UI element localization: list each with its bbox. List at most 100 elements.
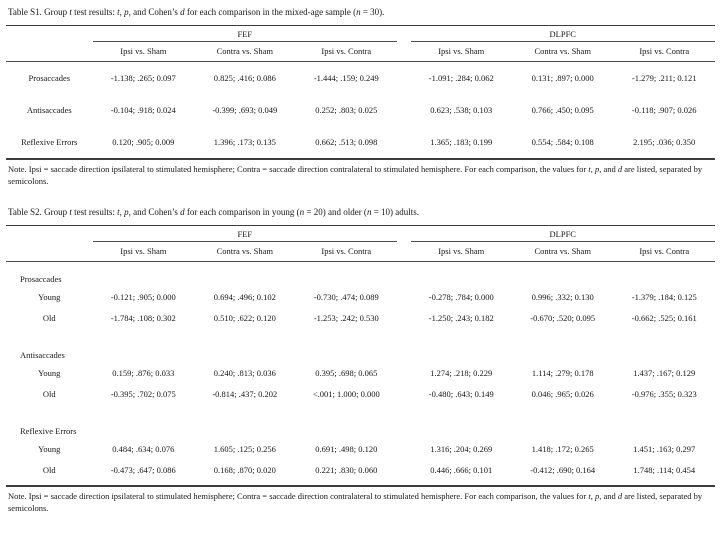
- condition-group-label: Antisaccades: [20, 349, 65, 360]
- data-cell: -1.279; .211; 0.121: [631, 73, 697, 83]
- text-segment: t: [117, 206, 120, 217]
- text-segment: = 20) and older (: [304, 206, 367, 217]
- column-spacer: [397, 94, 410, 126]
- data-cell: -0.104; .918; 0.024: [110, 105, 176, 115]
- data-cell: -1.444; .159; 0.249: [313, 73, 379, 83]
- data-cell: -0.976; .355; 0.323: [631, 388, 697, 399]
- column-header: Ipsi vs. Sham: [410, 41, 512, 62]
- data-cell: 0.662; .513; 0.098: [315, 137, 378, 147]
- empty-header-cell: [6, 225, 93, 241]
- data-cell: 0.694; .496; 0.102: [213, 291, 276, 302]
- column-header: Ipsi vs. Contra: [295, 41, 398, 62]
- data-cell: 0.120; .905; 0.009: [112, 137, 175, 147]
- text-segment: t: [69, 206, 72, 217]
- text-segment: t: [588, 490, 591, 501]
- text-segment: , and: [599, 164, 618, 174]
- data-cell: 1.437; .167; 0.129: [633, 367, 696, 378]
- column-group-fef: FEF: [92, 225, 398, 242]
- data-cell: -1.250; .243; 0.182: [428, 312, 494, 323]
- table-s1-section: Table S1. Group t test results: t, p, an…: [6, 7, 715, 188]
- column-group-dlpfc: DLPFC: [410, 25, 715, 42]
- data-cell: 1.396; .173; 0.135: [213, 137, 276, 147]
- data-cell: 1.114; .279; 0.178: [531, 367, 594, 378]
- table-row: Antisaccades: [6, 329, 715, 363]
- row-label: Old: [42, 312, 56, 323]
- condition-group-label: Prosaccades: [20, 273, 62, 284]
- text-segment: ,: [590, 164, 595, 174]
- text-segment: are listed, separated by semicolons.: [8, 490, 703, 513]
- table-s1-header: FEF DLPFC Ipsi vs. Sham Contra vs. Sham …: [6, 25, 715, 62]
- column-spacer: [397, 126, 410, 159]
- data-cell: 1.365; .183; 0.199: [430, 137, 493, 147]
- data-cell: -0.730; .474; 0.089: [313, 291, 379, 302]
- text-segment: t: [117, 7, 120, 17]
- row-label: Young: [38, 291, 61, 302]
- table-row: Young 0.484; .634; 0.076 1.605; .125; 0.25…: [6, 439, 715, 460]
- text-segment: p: [594, 490, 600, 501]
- column-spacer: [397, 62, 410, 95]
- data-cell: 0.554; .584; 0.108: [531, 137, 594, 147]
- data-cell: 0.510; .622; 0.120: [213, 312, 276, 323]
- table-s2-section: Table S2. Group t test results: t, p, an…: [6, 207, 715, 515]
- column-header: Ipsi vs. Sham: [410, 241, 512, 262]
- table-row: Prosaccades: [6, 261, 715, 287]
- column-spacer: [397, 241, 411, 262]
- data-cell: 0.046; .965; 0.026: [531, 388, 594, 399]
- text-segment: , and: [599, 490, 618, 501]
- row-label: Young: [38, 443, 61, 454]
- empty-header-cell: [6, 241, 93, 262]
- data-cell: 0.240; .813; 0.036: [213, 367, 276, 378]
- text-segment: n: [366, 206, 372, 217]
- data-cell: 1.316; .204; 0.269: [430, 443, 493, 454]
- data-cell: -0.412; .690; 0.164: [530, 464, 596, 475]
- text-segment: Note. Ipsi = saccade direction ipsilater…: [8, 490, 589, 501]
- text-segment: test results:: [71, 206, 118, 217]
- data-cell: -1.138; .265; 0.097: [110, 73, 176, 83]
- data-cell: 1.418; .172; 0.265: [531, 443, 594, 454]
- table-s1-title: Table S1. Group t test results: t, p, an…: [8, 7, 715, 18]
- column-spacer: [397, 287, 410, 308]
- data-cell: 0.252; .803; 0.025: [315, 105, 378, 115]
- column-header: Contra vs. Sham: [194, 41, 296, 62]
- data-cell: <.001; 1.000; 0.000: [312, 388, 380, 399]
- text-segment: p: [124, 206, 129, 217]
- table-row: Old -1.784; .108; 0.302 0.510; .622; 0.120…: [6, 308, 715, 329]
- text-segment: n: [356, 7, 361, 17]
- data-cell: -0.395; .702; 0.075: [110, 388, 176, 399]
- text-segment: Table S2. Group: [8, 206, 70, 217]
- group-header-row: FEF DLPFC: [6, 225, 715, 242]
- text-segment: are listed, separated by semicolons.: [8, 164, 703, 187]
- column-header: Ipsi vs. Sham: [92, 41, 195, 62]
- data-cell: 1.748; .114; 0.454: [633, 464, 696, 475]
- data-cell: -1.091; .284; 0.062: [428, 73, 494, 83]
- text-segment: Table S1. Group: [8, 7, 70, 17]
- data-cell: -0.473; .647; 0.086: [110, 464, 176, 475]
- row-label: Old: [42, 464, 56, 475]
- text-segment: , and Cohen’s: [128, 206, 181, 217]
- text-segment: = 10) adults.: [371, 206, 420, 217]
- column-spacer: [397, 384, 410, 405]
- data-cell: -0.662; .525; 0.161: [631, 312, 697, 323]
- column-spacer: [397, 41, 411, 62]
- column-spacer: [397, 363, 410, 384]
- text-segment: n: [299, 206, 305, 217]
- column-group-fef: FEF: [92, 25, 398, 42]
- data-cell: 0.221; .830; 0.060: [315, 464, 378, 475]
- table-s2-note: Note. Ipsi = saccade direction ipsilater…: [8, 490, 715, 515]
- text-segment: for each comparison in the mixed-age sam…: [184, 7, 357, 17]
- table-row: Antisaccades -0.104; .918; 0.024 -0.399; .…: [6, 94, 715, 126]
- row-label: Prosaccades: [28, 73, 71, 83]
- table-s2: FEF DLPFC Ipsi vs. Sham Contra vs. Sham …: [6, 224, 715, 487]
- column-spacer: [397, 460, 410, 486]
- text-segment: d: [617, 490, 623, 501]
- data-cell: 0.691; .498; 0.120: [315, 443, 378, 454]
- table-s1-note: Note. Ipsi = saccade direction ipsilater…: [8, 163, 715, 188]
- text-segment: d: [180, 7, 185, 17]
- data-cell: -0.118; .907; 0.026: [631, 105, 697, 115]
- data-cell: -1.253; .242; 0.530: [313, 312, 379, 323]
- table-row: Old -0.473; .647; 0.086 0.168; .870; 0.020…: [6, 460, 715, 486]
- table-row: Old -0.395; .702; 0.075 -0.814; .437; 0.20…: [6, 384, 715, 405]
- data-cell: -1.784; .108; 0.302: [110, 312, 176, 323]
- column-header: Contra vs. Sham: [194, 241, 296, 262]
- data-cell: 1.605; .125; 0.256: [213, 443, 276, 454]
